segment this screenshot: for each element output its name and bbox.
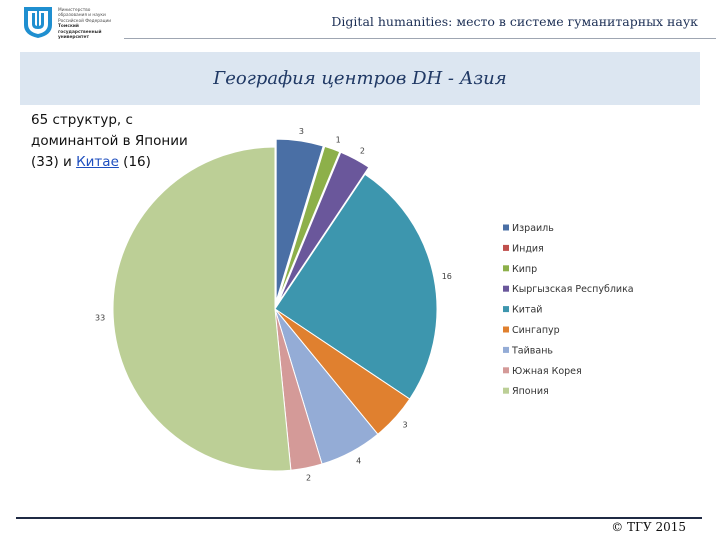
- header-title: Digital humanities: место в системе гума…: [331, 14, 698, 29]
- pie-data-label: 3: [299, 127, 304, 136]
- logo-line: образования и науки: [58, 13, 106, 19]
- pie-slice: [277, 145, 341, 302]
- pie-data-label: 2: [360, 146, 365, 155]
- pie-slice: [112, 146, 292, 472]
- intro-text-before: 65 структур, с доминантой в Японии (33) …: [31, 112, 188, 170]
- legend-label: Индия: [512, 243, 544, 254]
- logo-line: Министерство: [58, 8, 91, 13]
- intro-text: 65 структур, с доминантой в Японии (33) …: [31, 110, 191, 173]
- pie-data-label: 16: [442, 272, 452, 281]
- logo-line: Российской Федерации: [58, 18, 112, 24]
- pie-data-label: 1: [336, 136, 341, 145]
- intro-text-after: (16): [118, 154, 151, 170]
- slide-title-band: География центров DH - Азия: [20, 52, 700, 105]
- pie-data-label: 4: [356, 457, 361, 466]
- legend-label: Израиль: [512, 223, 554, 234]
- legend-swatch: [503, 265, 509, 272]
- pie-data-label: 2: [306, 474, 311, 483]
- logo-name-line: университет: [58, 35, 89, 41]
- pie-data-label: 3: [402, 421, 407, 430]
- legend-label: Тайвань: [511, 345, 553, 356]
- footer-divider: [16, 517, 702, 519]
- legend-label: Сингапур: [512, 325, 560, 336]
- legend-label: Япония: [512, 386, 549, 397]
- china-link[interactable]: Китае: [76, 154, 119, 170]
- pie-data-label: 33: [95, 313, 105, 322]
- pie-slice: [275, 138, 324, 302]
- legend-swatch: [503, 367, 509, 374]
- legend-label: Китай: [512, 305, 542, 316]
- logo-caption: Министерство образования и науки Российс…: [58, 8, 122, 40]
- logo-name-line: Томский: [58, 24, 79, 30]
- legend-swatch: [503, 224, 509, 231]
- copyright: © ТГУ 2015: [611, 520, 686, 534]
- legend-label: Кипр: [512, 264, 537, 275]
- legend-swatch: [503, 387, 509, 394]
- legend-label: Кыргызская Республика: [512, 284, 634, 295]
- legend-swatch: [503, 285, 509, 292]
- pie-slice: [278, 151, 370, 303]
- legend-swatch: [503, 244, 509, 251]
- legend-swatch: [503, 326, 509, 333]
- legend-swatch: [503, 346, 509, 353]
- pie-slice: [274, 173, 438, 400]
- header-divider: [124, 38, 716, 39]
- legend-label: Южная Корея: [512, 366, 582, 377]
- legend-swatch: [503, 306, 509, 313]
- university-logo-icon: [24, 7, 52, 38]
- slide-title: География центров DH - Азия: [213, 68, 507, 89]
- logo-name-line: государственный: [58, 29, 102, 35]
